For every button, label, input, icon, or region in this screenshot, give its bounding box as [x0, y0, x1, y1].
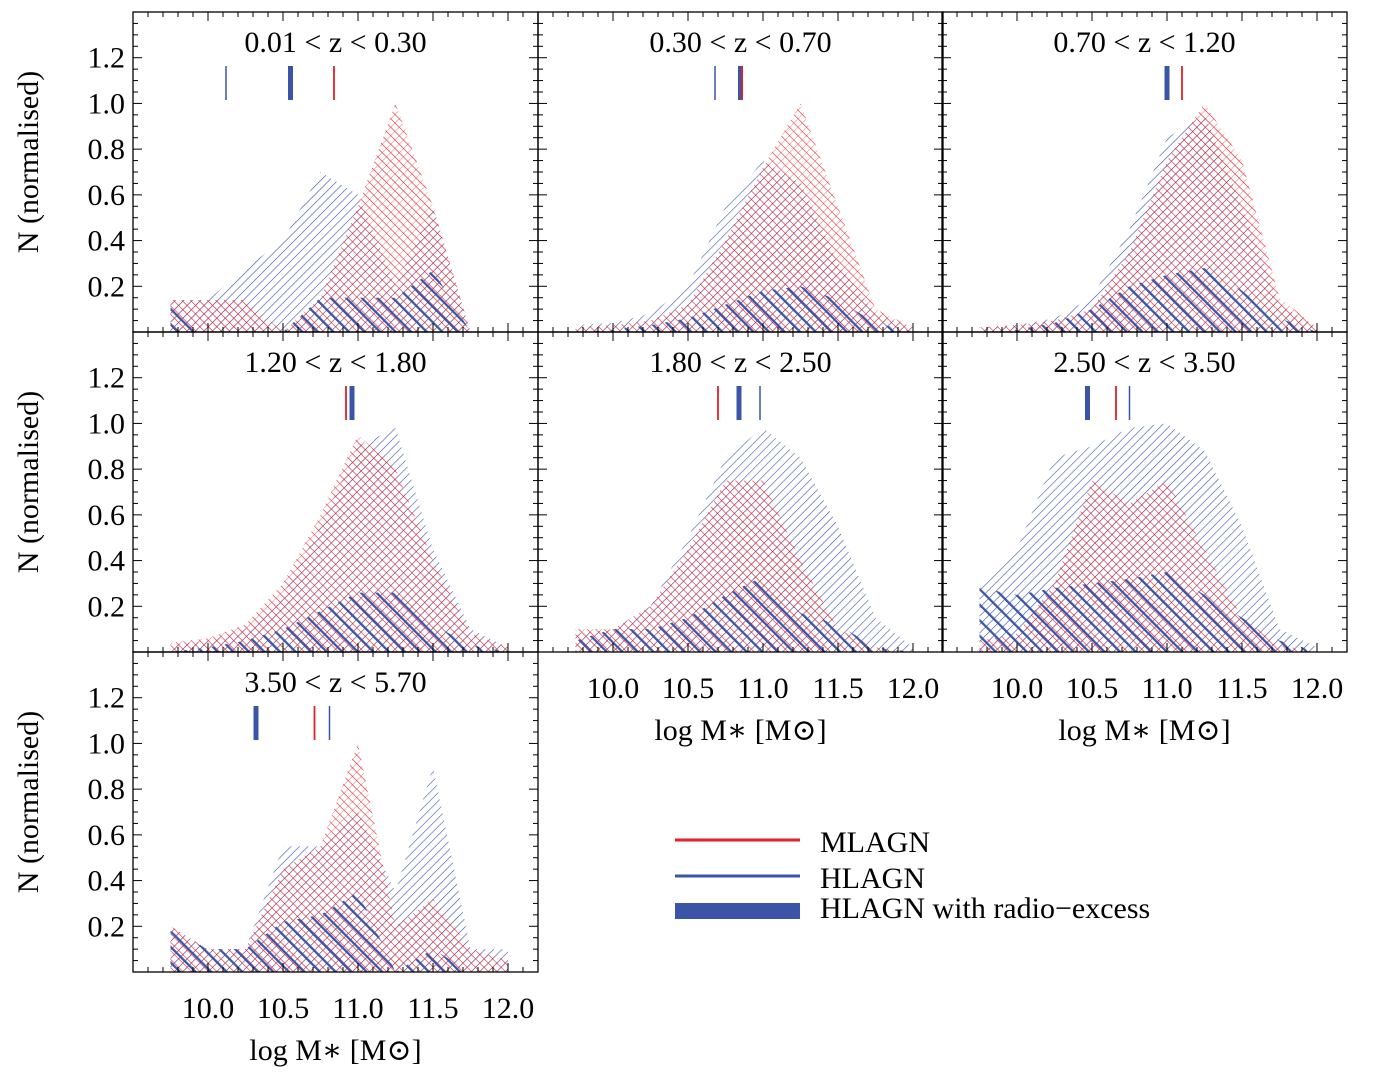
x-tick-label: 10.5 [1066, 672, 1119, 705]
y-axis-label: N (normalised) [12, 71, 45, 253]
y-tick-label: 1.0 [88, 407, 126, 440]
panel-title: 0.30 < z < 0.70 [649, 26, 831, 59]
y-tick-label: 0.8 [88, 453, 126, 486]
panel: 0.01 < z < 0.30 0.2 0.4 0.6 0.8 1.0 1.2 N (norm… [12, 12, 538, 332]
panel-title: 0.70 < z < 1.20 [1053, 26, 1235, 59]
y-tick-label: 1.2 [88, 42, 126, 75]
x-axis-label: log M∗ [M⊙] [654, 714, 826, 747]
panel: 1.80 < z < 2.50 10.0 10.5 11.0 11.5 12.0 log M… [538, 332, 943, 747]
y-tick-label: 0.4 [88, 225, 126, 258]
y-tick-label: 1.0 [88, 727, 126, 760]
panel: 1.20 < z < 1.80 0.2 0.4 0.6 0.8 1.0 1.2 N (norm… [12, 332, 538, 652]
y-axis-label: N (normalised) [12, 391, 45, 573]
y-tick-label: 0.8 [88, 773, 126, 806]
x-axis-label: log M∗ [M⊙] [1058, 714, 1230, 747]
x-tick-label: 11.0 [737, 672, 788, 705]
y-tick-label: 1.0 [88, 87, 126, 120]
y-tick-label: 0.4 [88, 865, 126, 898]
panel-title: 1.80 < z < 2.50 [649, 346, 831, 379]
y-tick-label: 0.6 [88, 499, 126, 532]
legend-label-hlagn: HLAGN [820, 862, 925, 895]
panel: 0.30 < z < 0.70 [538, 12, 943, 332]
y-tick-label: 1.2 [88, 362, 126, 395]
x-tick-label: 10.5 [257, 992, 310, 1025]
y-tick-label: 1.2 [88, 682, 126, 715]
x-tick-label: 11.0 [332, 992, 383, 1025]
legend: MLAGN HLAGN HLAGN with radio−excess [675, 826, 1150, 925]
x-tick-label: 12.0 [887, 672, 940, 705]
panel-title: 1.20 < z < 1.80 [244, 346, 426, 379]
legend-swatch-hlagn-radio-excess [675, 903, 800, 919]
legend-label-hlagn-radio-excess: HLAGN with radio−excess [820, 892, 1150, 925]
x-tick-label: 12.0 [482, 992, 535, 1025]
x-tick-label: 10.0 [991, 672, 1044, 705]
x-tick-label: 11.5 [407, 992, 458, 1025]
panel-title: 0.01 < z < 0.30 [244, 26, 426, 59]
panel-title: 3.50 < z < 5.70 [244, 666, 426, 699]
y-tick-label: 0.2 [88, 270, 126, 303]
y-tick-label: 0.6 [88, 819, 126, 852]
x-tick-label: 10.5 [662, 672, 715, 705]
y-tick-label: 0.4 [88, 545, 126, 578]
y-tick-label: 0.8 [88, 133, 126, 166]
x-tick-label: 11.0 [1141, 672, 1192, 705]
x-tick-label: 11.5 [812, 672, 863, 705]
x-tick-label: 12.0 [1291, 672, 1344, 705]
panel: 2.50 < z < 3.50 10.0 10.5 11.0 11.5 12.0 log M… [942, 332, 1347, 747]
x-tick-label: 10.0 [182, 992, 235, 1025]
panel: 0.70 < z < 1.20 [942, 12, 1347, 332]
legend-label-mlagn: MLAGN [820, 826, 930, 859]
panel-title: 2.50 < z < 3.50 [1053, 346, 1235, 379]
x-tick-label: 11.5 [1216, 672, 1267, 705]
y-tick-label: 0.2 [88, 590, 126, 623]
panel: 3.50 < z < 5.70 0.2 0.4 0.6 0.8 1.0 1.2 N (norm… [12, 652, 538, 1067]
x-tick-label: 10.0 [587, 672, 640, 705]
y-tick-label: 0.6 [88, 179, 126, 212]
x-axis-label: log M∗ [M⊙] [249, 1034, 421, 1067]
y-axis-label: N (normalised) [12, 711, 45, 893]
y-tick-label: 0.2 [88, 910, 126, 943]
